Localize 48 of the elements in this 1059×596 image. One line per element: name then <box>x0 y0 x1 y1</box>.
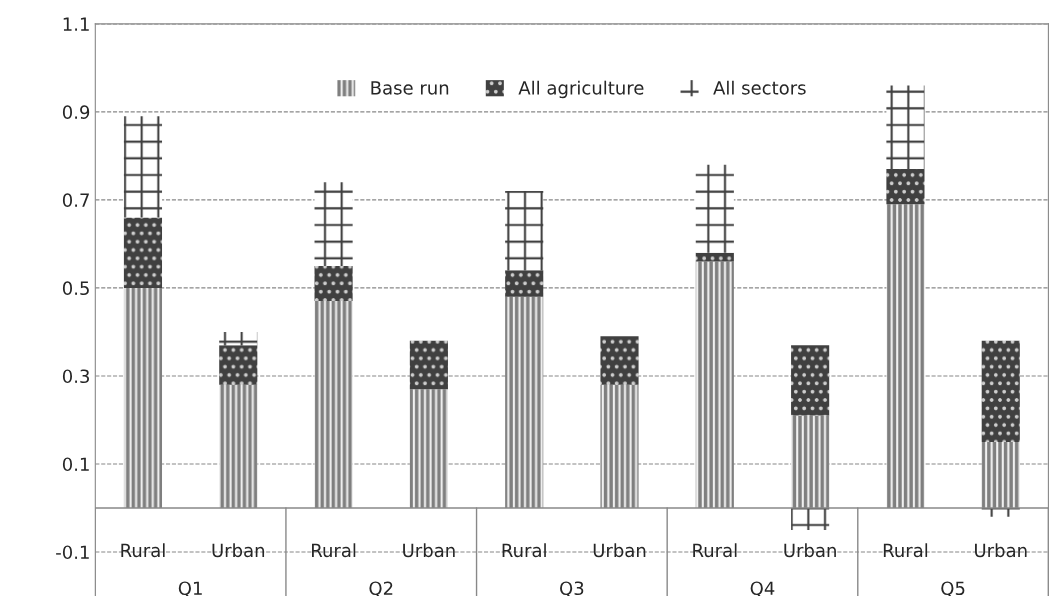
y-tick-label: 0.3 <box>62 369 89 384</box>
bar <box>219 345 258 385</box>
bar <box>886 85 925 170</box>
bar <box>123 287 163 508</box>
x-tick-label: Rural <box>312 543 356 558</box>
bar <box>219 384 258 508</box>
bar <box>123 116 163 218</box>
y-tick-label: 1.1 <box>63 17 89 31</box>
x-tick-label: Urban <box>975 543 1027 558</box>
bar <box>314 265 353 302</box>
bar <box>791 345 830 416</box>
y-tick-label: 0.5 <box>62 281 89 296</box>
bar <box>505 296 544 508</box>
bar <box>219 331 258 346</box>
bar <box>505 270 544 297</box>
legend-label: All agriculture <box>518 80 644 99</box>
bar <box>981 441 1020 508</box>
x-tick-label: Rural <box>693 543 737 558</box>
x-tick-label: Rural <box>121 543 165 558</box>
bar <box>600 336 639 385</box>
bar <box>123 217 163 288</box>
x-tick-label: Rural <box>502 543 546 558</box>
bar <box>695 252 734 262</box>
bar <box>600 384 639 508</box>
bar <box>314 301 353 508</box>
y-tick-label: -0.1 <box>56 545 89 560</box>
x-tick-label: Rural <box>883 543 928 558</box>
legend-label: All sectors <box>713 80 806 95</box>
bar <box>695 164 734 253</box>
y-tick-label: 0.7 <box>62 193 89 208</box>
x-tick-label: Urban <box>403 543 455 558</box>
x-tick-label: Urban <box>784 543 836 558</box>
bar <box>409 340 448 390</box>
bar <box>981 340 1020 442</box>
bar <box>695 261 734 508</box>
bar <box>981 507 1020 517</box>
bar <box>886 169 925 205</box>
x-tick-label: Urban <box>212 543 265 558</box>
bar <box>791 507 830 530</box>
bar <box>886 204 925 508</box>
y-tick-label: 0.9 <box>62 105 90 119</box>
legend-label: Base run <box>371 81 449 95</box>
bar <box>505 191 544 271</box>
bar <box>791 415 830 508</box>
bar <box>409 389 448 508</box>
x-tick-label: Urban <box>593 543 646 558</box>
bar <box>314 182 353 266</box>
y-tick-label: 0.1 <box>62 457 89 472</box>
